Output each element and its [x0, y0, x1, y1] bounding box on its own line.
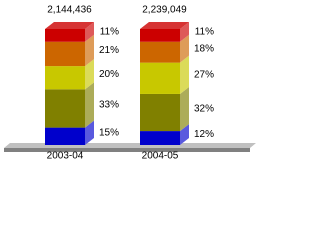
bar-segment	[140, 29, 180, 42]
data-label: 11%	[195, 27, 214, 38]
data-label: 11%	[100, 27, 119, 38]
bar-segment	[45, 41, 85, 67]
bar-segment	[140, 131, 180, 145]
x-tick-label: 2004-05	[142, 151, 179, 160]
data-label: 21%	[99, 45, 119, 56]
bar-top	[45, 22, 94, 29]
bar-side	[180, 22, 189, 42]
bar-top	[140, 22, 189, 29]
data-label: 18%	[194, 43, 214, 54]
bar-segment	[45, 29, 85, 42]
bar-segment	[140, 93, 180, 132]
data-label: 27%	[194, 69, 214, 80]
floor-front	[4, 148, 250, 152]
bar-segment	[45, 127, 85, 145]
floor-top	[4, 143, 256, 148]
bar-segment	[45, 89, 85, 128]
bar-side	[180, 86, 189, 132]
bar-segment	[140, 41, 180, 63]
bar-side	[180, 55, 189, 94]
chart: 15% 33% 20% 21% 11% 2,144,436 2003-04 12% 32% 27%…	[4, 5, 256, 162]
bar-segment	[45, 66, 85, 90]
bar-side	[180, 124, 189, 145]
data-label: 32%	[194, 104, 214, 115]
data-label: 15%	[99, 127, 119, 138]
x-tick-label: 2003-04	[47, 151, 84, 160]
bar-side	[85, 34, 94, 67]
bar-side	[85, 120, 94, 145]
bar-side	[85, 22, 94, 42]
data-label: 20%	[99, 69, 119, 80]
data-label: 33%	[99, 100, 119, 111]
bar-side	[180, 34, 189, 63]
data-label: 12%	[194, 129, 214, 140]
total-label: 2,239,049	[142, 5, 187, 16]
bar-side	[85, 59, 94, 90]
total-label: 2,144,436	[47, 5, 92, 16]
bar-side	[85, 82, 94, 128]
bar-segment	[140, 62, 180, 94]
